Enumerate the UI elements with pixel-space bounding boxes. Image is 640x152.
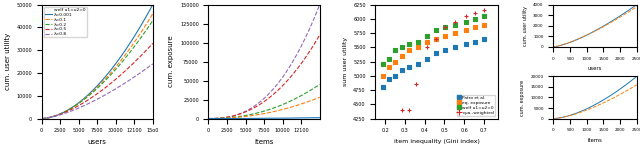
Point	[397, 109, 407, 111]
Point	[431, 38, 441, 40]
Point	[422, 46, 432, 48]
Point	[378, 86, 388, 88]
Point	[413, 63, 423, 66]
Point	[440, 49, 451, 51]
Y-axis label: cum. exposure: cum. exposure	[520, 79, 525, 116]
Point	[390, 60, 400, 63]
Point	[440, 26, 451, 29]
Point	[397, 69, 407, 71]
Point	[431, 38, 441, 40]
Y-axis label: cum. exposure: cum. exposure	[168, 36, 175, 87]
Point	[479, 9, 489, 12]
Legend: Patro et al., eq. exposure, welf u1=u2=0, qua.-weighted: Patro et al., eq. exposure, welf u1=u2=0…	[457, 95, 495, 116]
Point	[431, 52, 441, 54]
Point	[413, 40, 423, 43]
Legend: welf u1=u2=0, λ=0.001, λ=0.1, λ=0.2, λ=0.5, λ=0.8: welf u1=u2=0, λ=0.001, λ=0.1, λ=0.2, λ=0…	[44, 7, 86, 37]
Point	[440, 35, 451, 37]
Point	[404, 109, 414, 111]
Point	[479, 23, 489, 26]
Point	[470, 26, 480, 29]
Point	[440, 26, 451, 29]
Point	[450, 20, 460, 23]
Point	[461, 20, 471, 23]
Point	[422, 40, 432, 43]
Point	[479, 15, 489, 17]
Point	[470, 18, 480, 20]
Point	[450, 23, 460, 26]
Point	[422, 57, 432, 60]
Point	[450, 32, 460, 34]
Point	[479, 38, 489, 40]
X-axis label: users: users	[588, 66, 602, 71]
Point	[397, 46, 407, 48]
Point	[404, 43, 414, 46]
Point	[378, 63, 388, 66]
X-axis label: items: items	[255, 139, 274, 145]
Point	[470, 12, 480, 14]
Point	[384, 66, 394, 68]
Point	[404, 66, 414, 68]
Point	[411, 83, 421, 86]
X-axis label: items: items	[588, 138, 602, 143]
Point	[390, 75, 400, 77]
Point	[422, 35, 432, 37]
X-axis label: item inequality (Gini index): item inequality (Gini index)	[394, 139, 479, 144]
Point	[384, 57, 394, 60]
Point	[450, 46, 460, 48]
Point	[470, 40, 480, 43]
Y-axis label: cum. user utility: cum. user utility	[523, 6, 527, 46]
Point	[431, 29, 441, 31]
Point	[390, 49, 400, 51]
Point	[404, 49, 414, 51]
X-axis label: users: users	[88, 139, 107, 145]
Point	[413, 46, 423, 48]
Point	[461, 29, 471, 31]
Point	[461, 15, 471, 17]
Point	[378, 75, 388, 77]
Y-axis label: cum. user utility: cum. user utility	[4, 33, 11, 90]
Point	[397, 55, 407, 57]
Point	[461, 43, 471, 46]
Y-axis label: sum user utility: sum user utility	[342, 37, 348, 86]
Point	[384, 77, 394, 80]
